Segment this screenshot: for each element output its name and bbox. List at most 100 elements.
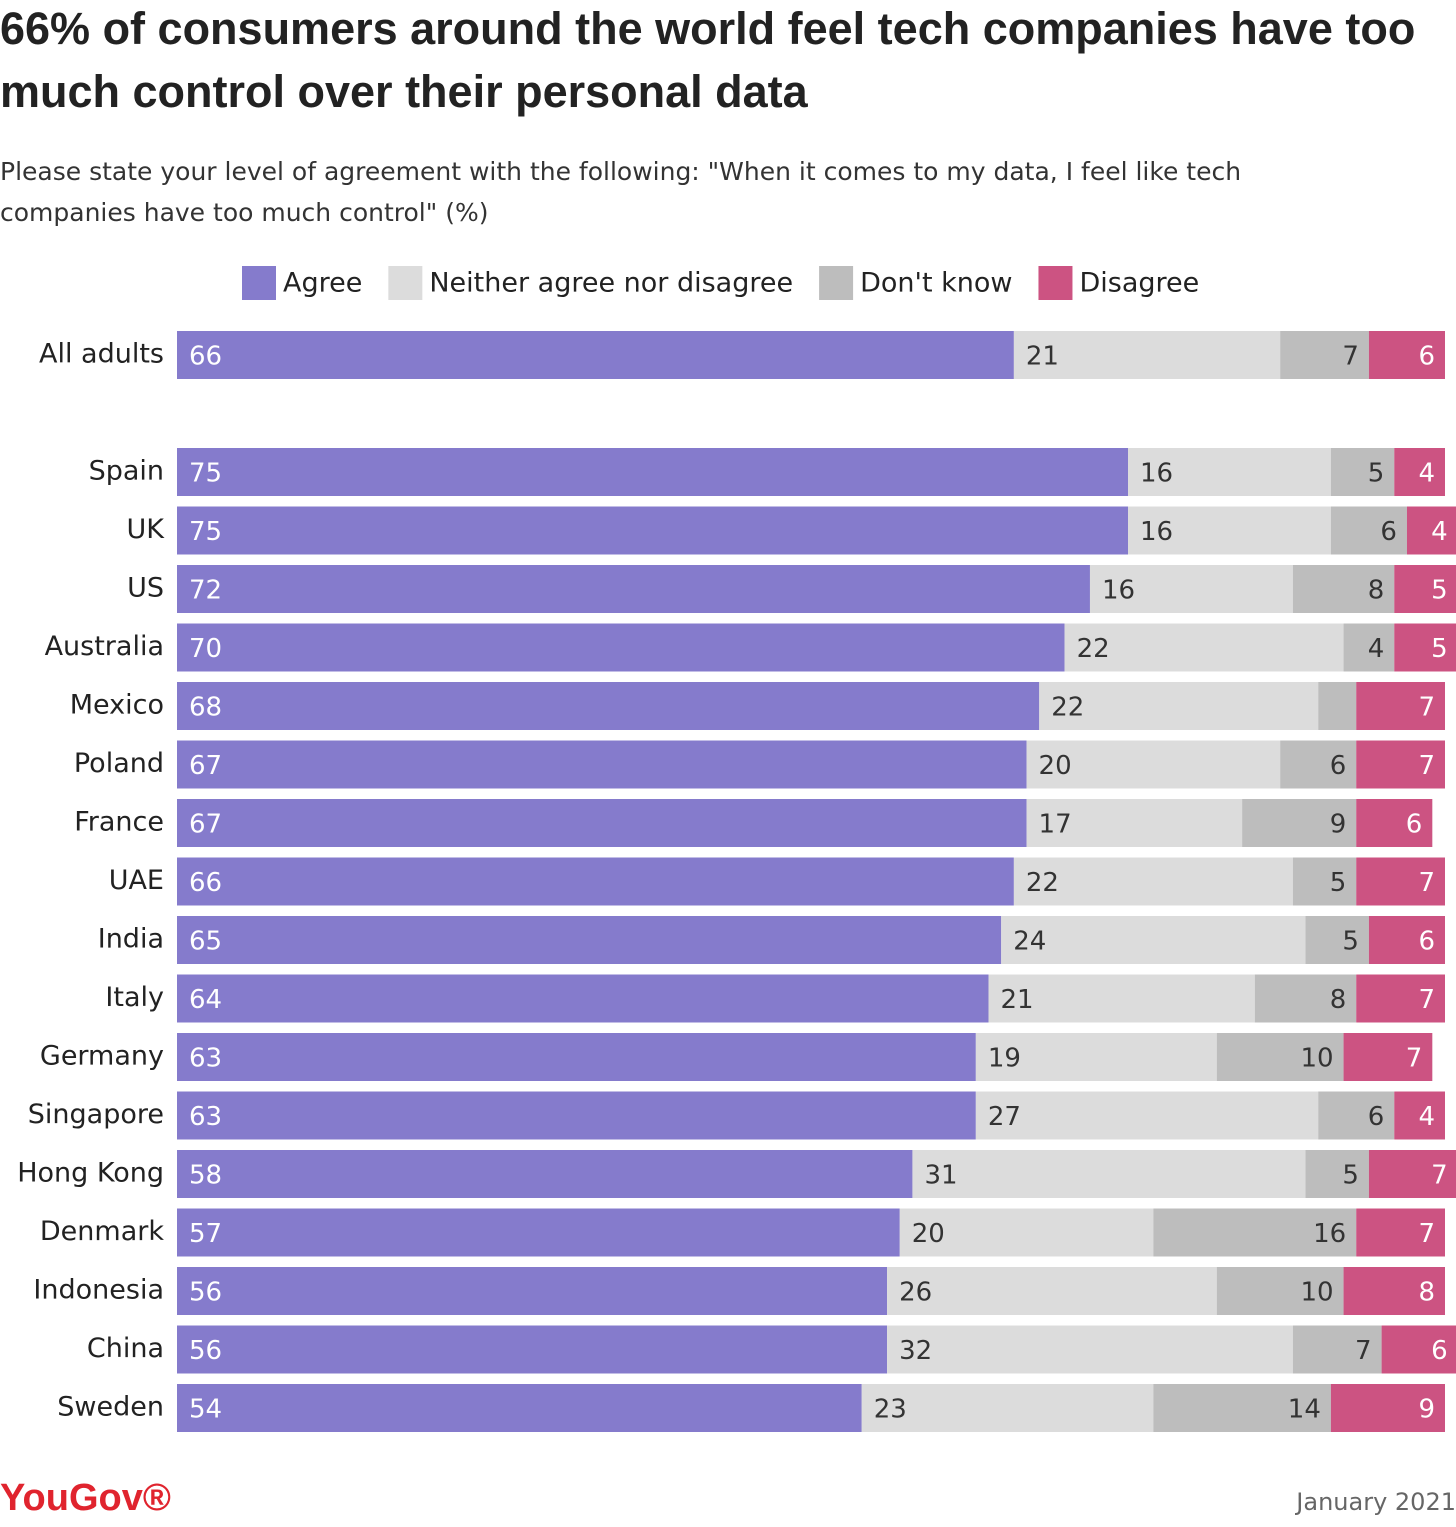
bar-segment [1242, 799, 1357, 847]
bar-segment [177, 1150, 913, 1198]
chart-title: 66% of consumers around the world feel t… [0, 3, 1415, 117]
category-label: Denmark [40, 1216, 164, 1247]
value-label: 6 [1431, 1336, 1448, 1366]
value-label: 5 [1342, 927, 1359, 957]
category-label: India [98, 924, 164, 955]
value-label: 4 [1418, 459, 1435, 489]
chart-subtitle: Please state your level of agreement wit… [0, 157, 1241, 227]
bar-segment [177, 565, 1090, 613]
category-label: UK [127, 514, 166, 545]
bar-segment [1254, 974, 1357, 1023]
bar-segment [1013, 331, 1281, 379]
bar-segment [1216, 1033, 1344, 1081]
bar-segment [1356, 682, 1445, 730]
bar-segment [1292, 1325, 1382, 1374]
value-label: 6 [1418, 342, 1435, 372]
bar-segment [177, 1091, 976, 1140]
value-label: 7 [1431, 1161, 1448, 1191]
bar-segment [1089, 565, 1293, 613]
legend-swatch [388, 266, 423, 300]
bar-segment [177, 1208, 900, 1257]
bar-segment [912, 1150, 1306, 1198]
bar-segment [1292, 857, 1357, 906]
value-label: 7 [1342, 342, 1359, 372]
value-label: 63 [189, 1044, 222, 1074]
value-label: 8 [1418, 1278, 1435, 1308]
value-label: 4 [1368, 634, 1385, 664]
value-label: 7 [1418, 868, 1435, 898]
value-label: 66 [189, 342, 222, 372]
value-label: 68 [189, 693, 222, 723]
legend-label: Disagree [1079, 268, 1199, 299]
category-label: Spain [89, 456, 164, 487]
value-label: 8 [1330, 985, 1347, 1015]
value-label: 14 [1288, 1395, 1321, 1425]
bar-segment [1394, 623, 1456, 672]
value-label: 6 [1418, 927, 1435, 957]
legend-swatch [242, 266, 276, 300]
category-label: UAE [109, 865, 164, 896]
value-label: 9 [1330, 810, 1347, 840]
date: January 2021 [1294, 1488, 1456, 1516]
value-label: 65 [189, 927, 222, 957]
bar-segment [988, 974, 1255, 1023]
value-label: 5 [1330, 868, 1347, 898]
value-label: 7 [1418, 693, 1435, 723]
bar-segment [1356, 974, 1445, 1023]
value-label: 64 [189, 985, 222, 1015]
value-label: 7 [1418, 751, 1435, 781]
value-label: 16 [1140, 459, 1173, 489]
bar-segment [899, 1208, 1154, 1257]
value-label: 7 [1355, 1336, 1372, 1366]
value-label: 4 [1431, 517, 1448, 547]
bar-segment [975, 1033, 1217, 1081]
bar-segment [1153, 1384, 1331, 1432]
category-label: Poland [74, 748, 164, 779]
value-label: 57 [189, 1219, 222, 1249]
value-label: 10 [1300, 1044, 1333, 1074]
category-label: Italy [105, 982, 164, 1013]
value-label: 16 [1102, 576, 1135, 606]
bar-segment [1026, 799, 1243, 847]
bar-segment [1343, 1033, 1433, 1081]
category-label: Hong Kong [17, 1158, 164, 1189]
value-label: 7 [1406, 1044, 1423, 1074]
legend-swatch [1038, 266, 1073, 300]
value-label: 67 [189, 751, 222, 781]
value-label: 8 [1368, 576, 1385, 606]
bar-segment [177, 1384, 862, 1432]
bar-segment [1013, 857, 1293, 906]
value-label: 56 [189, 1336, 222, 1366]
bar-segment [1318, 1091, 1395, 1140]
value-label: 54 [189, 1395, 222, 1425]
value-label: 66 [189, 868, 222, 898]
category-label: All adults [39, 339, 164, 370]
bar-segment [1343, 1267, 1445, 1315]
value-label: 26 [899, 1278, 932, 1308]
value-label: 67 [189, 810, 222, 840]
bar-segment [177, 506, 1128, 555]
bar-segment [1356, 1208, 1445, 1257]
value-label: 24 [1013, 927, 1046, 957]
value-label: 75 [189, 517, 222, 547]
value-label: 5 [1431, 634, 1448, 664]
bar-segment [1280, 331, 1369, 379]
value-label: 9 [1418, 1395, 1435, 1425]
bar-segment [975, 1091, 1319, 1140]
category-label: France [74, 807, 164, 838]
value-label: 19 [988, 1044, 1021, 1074]
value-label: 20 [912, 1219, 945, 1249]
bar-segment [1064, 623, 1344, 672]
category-label: Australia [45, 631, 164, 662]
bar-segment [177, 1325, 888, 1374]
bar-segment [887, 1325, 1293, 1374]
value-label: 10 [1300, 1278, 1333, 1308]
value-label: 21 [1001, 985, 1034, 1015]
bar-segment [177, 974, 989, 1023]
value-label: 5 [1342, 1161, 1359, 1191]
bar-segment [1368, 331, 1445, 379]
bar-segment [1001, 916, 1306, 964]
legend-label: Agree [283, 268, 362, 299]
legend-label: Neither agree nor disagree [429, 268, 793, 299]
